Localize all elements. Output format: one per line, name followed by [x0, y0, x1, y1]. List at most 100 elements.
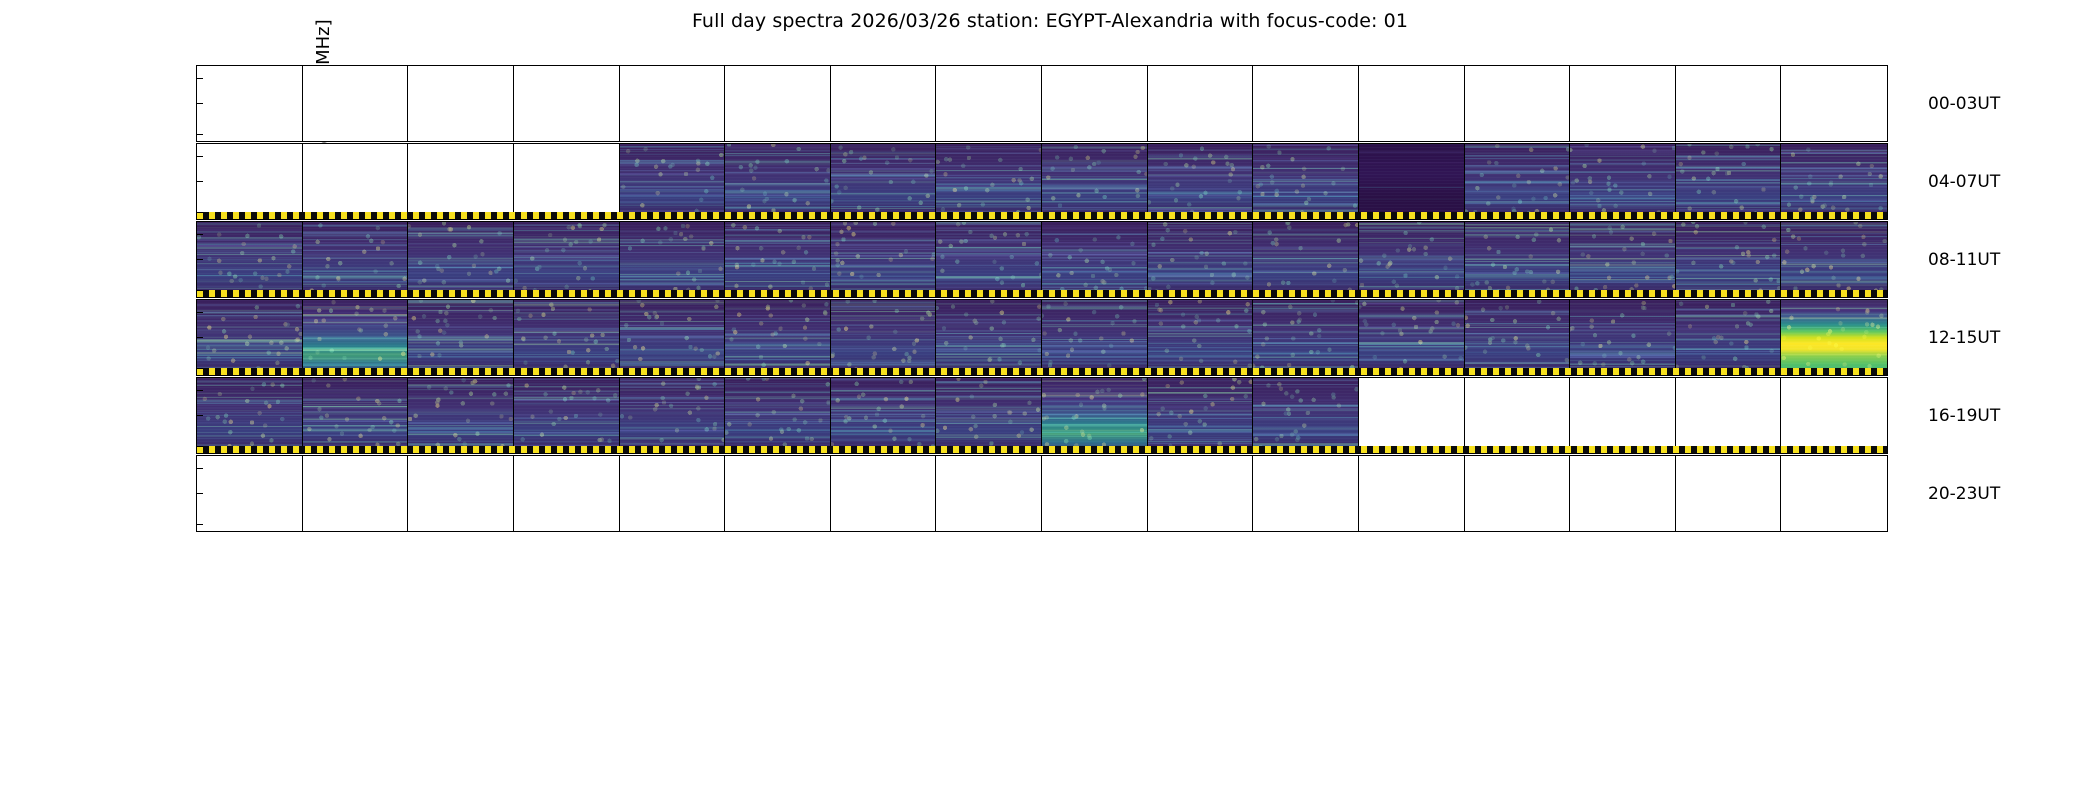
spectrogram-cell[interactable]	[1464, 144, 1571, 219]
spectrogram-cell[interactable]	[1042, 378, 1148, 453]
spectrogram-cell[interactable]	[197, 300, 303, 375]
spectrogram-cell[interactable]	[197, 66, 303, 141]
spectrogram-cell[interactable]	[830, 456, 937, 531]
spectrogram-cell[interactable]	[513, 222, 620, 297]
spectrogram-cell[interactable]	[1358, 456, 1465, 531]
spectrogram-cell[interactable]	[513, 300, 620, 375]
spectrogram-cell[interactable]	[1675, 456, 1782, 531]
spectrogram-cell[interactable]	[302, 456, 409, 531]
spectrogram-cell[interactable]	[936, 222, 1042, 297]
spectrogram-cell[interactable]	[619, 222, 726, 297]
spectrogram-cell[interactable]	[1358, 378, 1465, 453]
spectrogram-cell[interactable]	[1464, 66, 1571, 141]
spectrogram-cell[interactable]	[408, 456, 514, 531]
spectrogram-cell[interactable]	[830, 378, 937, 453]
spectrogram-cell[interactable]	[1042, 222, 1148, 297]
spectrogram-cell[interactable]	[1253, 300, 1359, 375]
spectrogram-cell[interactable]	[1464, 300, 1571, 375]
panel-columns-20-23	[197, 456, 1887, 531]
spectrogram-cell[interactable]	[1464, 222, 1571, 297]
spectrogram-cell[interactable]	[725, 456, 831, 531]
spectrogram-cell[interactable]	[1253, 378, 1359, 453]
spectrogram-cell[interactable]	[408, 222, 514, 297]
spectrogram-cell[interactable]	[936, 378, 1042, 453]
spectrogram-cell[interactable]	[1042, 144, 1148, 219]
spectrogram-cell[interactable]	[1147, 66, 1254, 141]
spectrogram-cell[interactable]	[1147, 300, 1254, 375]
spectrogram-cell[interactable]	[1675, 66, 1782, 141]
spectrogram-cell[interactable]	[725, 300, 831, 375]
spectrogram-cell[interactable]	[936, 144, 1042, 219]
spectrogram-cell[interactable]	[619, 456, 726, 531]
spectrogram-cell[interactable]	[1147, 144, 1254, 219]
spectrogram-cell[interactable]	[619, 66, 726, 141]
spectrogram-cell[interactable]	[725, 222, 831, 297]
spectrogram-cell[interactable]	[408, 66, 514, 141]
spectrogram-cell[interactable]	[1781, 222, 1887, 297]
spectrogram-cell[interactable]	[197, 378, 303, 453]
spectrogram-cell[interactable]	[1147, 456, 1254, 531]
spectrogram-cell[interactable]	[1570, 300, 1676, 375]
spectrogram-cell[interactable]	[1464, 378, 1571, 453]
spectrogram-cell[interactable]	[725, 66, 831, 141]
spectrogram-cell[interactable]	[1570, 144, 1676, 219]
spectrogram-cell[interactable]	[1147, 222, 1254, 297]
spectrogram-cell[interactable]	[619, 378, 726, 453]
spectrogram-cell[interactable]	[1781, 144, 1887, 219]
spectrogram-cell[interactable]	[1253, 222, 1359, 297]
spectrogram-cell[interactable]	[302, 144, 409, 219]
spectrogram-cell[interactable]	[725, 378, 831, 453]
spectrogram-cell[interactable]	[408, 300, 514, 375]
spectrogram-cell[interactable]	[830, 144, 937, 219]
spectrogram-cell[interactable]	[302, 300, 409, 375]
spectrogram-cell[interactable]	[513, 378, 620, 453]
spectrogram-cell[interactable]	[197, 144, 303, 219]
spectrogram-cell[interactable]	[1358, 66, 1465, 141]
spectrogram-cell[interactable]	[513, 456, 620, 531]
spectrogram-cell[interactable]	[302, 378, 409, 453]
spectrogram-cell[interactable]	[1675, 378, 1782, 453]
spectrogram-cell[interactable]	[1570, 222, 1676, 297]
spectrogram-cell[interactable]	[936, 300, 1042, 375]
spectrogram-cell[interactable]	[830, 300, 937, 375]
spectrogram-cell[interactable]	[725, 144, 831, 219]
x-tick-mark	[197, 531, 198, 532]
spectrogram-cell[interactable]	[1253, 66, 1359, 141]
spectrogram-cell[interactable]	[513, 144, 620, 219]
spectrogram-cell[interactable]	[408, 378, 514, 453]
spectrogram-cell[interactable]	[1570, 66, 1676, 141]
spectrogram-cell[interactable]	[1042, 456, 1148, 531]
spectrogram-cell[interactable]	[1464, 456, 1571, 531]
spectrogram-cell[interactable]	[1147, 378, 1254, 453]
spectrogram-cell[interactable]	[302, 222, 409, 297]
spectrogram-cell[interactable]	[1781, 300, 1887, 375]
spectrogram-cell[interactable]	[619, 300, 726, 375]
spectrogram-cell[interactable]	[1042, 66, 1148, 141]
spectrogram-cell[interactable]	[830, 222, 937, 297]
spectrogram-cell[interactable]	[1358, 222, 1465, 297]
spectrogram-cell[interactable]	[1253, 144, 1359, 219]
spectrogram-cell[interactable]	[1570, 456, 1676, 531]
spectrogram-cell[interactable]	[1781, 456, 1887, 531]
spectrogram-cell[interactable]	[408, 144, 514, 219]
spectrogram-cell[interactable]	[1781, 66, 1887, 141]
spectrogram-cell[interactable]	[1675, 222, 1782, 297]
spectrogram-cell[interactable]	[302, 66, 409, 141]
spectrogram-cell[interactable]	[197, 222, 303, 297]
spectrogram-cell[interactable]	[1675, 300, 1782, 375]
spectrogram-cell[interactable]	[619, 144, 726, 219]
spectrogram-cell[interactable]	[936, 456, 1042, 531]
spectrogram-cell[interactable]	[936, 66, 1042, 141]
spectrogram-cell[interactable]	[1358, 300, 1465, 375]
spectrogram-cell[interactable]	[1570, 378, 1676, 453]
spectrogram-cell[interactable]	[1042, 300, 1148, 375]
spectrogram-image	[1358, 222, 1464, 297]
spectrogram-cell[interactable]	[197, 456, 303, 531]
plot-axes-00-03: 15010050	[196, 65, 1888, 142]
spectrogram-cell[interactable]	[1781, 378, 1887, 453]
spectrogram-cell[interactable]	[1253, 456, 1359, 531]
spectrogram-cell[interactable]	[830, 66, 937, 141]
spectrogram-cell[interactable]	[513, 66, 620, 141]
spectrogram-cell[interactable]	[1675, 144, 1782, 219]
spectrogram-cell[interactable]	[1358, 144, 1465, 219]
